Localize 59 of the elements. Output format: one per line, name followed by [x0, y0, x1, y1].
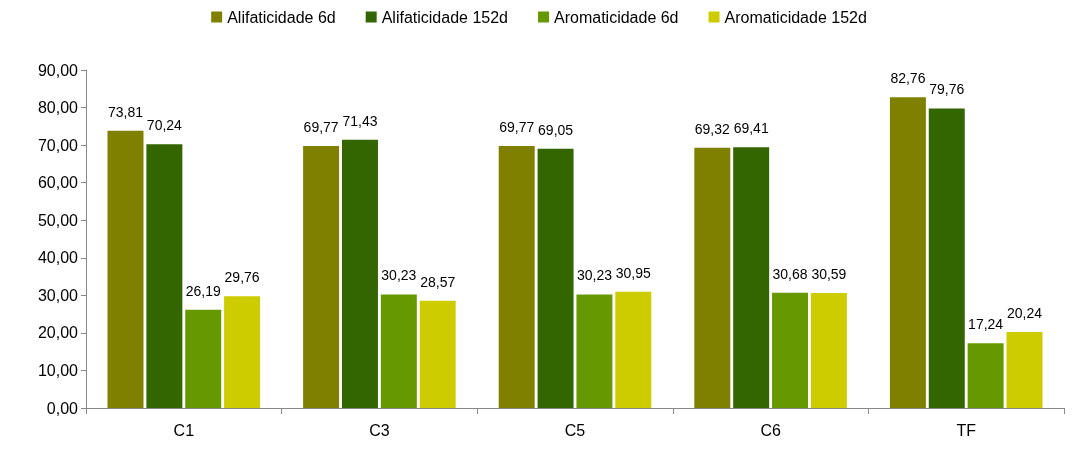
- legend-label: Aromaticidade 6d: [554, 8, 679, 26]
- data-label: 69,32: [694, 120, 731, 137]
- y-tick-label: 0,00: [46, 399, 79, 417]
- y-tick-label: 40,00: [37, 249, 79, 267]
- bar: [498, 145, 535, 408]
- bar: [772, 292, 809, 408]
- y-tick-label: 90,00: [37, 61, 79, 79]
- y-tick-label: 20,00: [37, 324, 79, 342]
- data-label: 17,24: [968, 316, 1004, 333]
- data-label: 30,23: [381, 267, 417, 284]
- x-tick-label: TF: [956, 421, 977, 439]
- data-label: 29,76: [224, 269, 260, 286]
- bar: [419, 300, 456, 408]
- data-label: 30,68: [772, 265, 808, 282]
- data-label: 30,23: [576, 267, 613, 284]
- bar: [146, 144, 183, 408]
- x-tick-label: C3: [369, 421, 390, 439]
- data-label: 79,76: [929, 81, 965, 98]
- x-tick-label: C1: [173, 421, 195, 439]
- legend-label: Alifaticidade 6d: [227, 8, 336, 26]
- bar: [576, 294, 613, 408]
- bar: [185, 309, 222, 408]
- data-label: 69,77: [303, 118, 339, 135]
- data-label: 20,24: [1006, 304, 1043, 321]
- bar: [733, 147, 770, 408]
- x-tick-label: C5: [564, 421, 586, 439]
- data-label: 69,05: [538, 121, 574, 138]
- data-label: 82,76: [890, 70, 926, 87]
- data-label: 70,24: [146, 117, 183, 134]
- y-tick-label: 60,00: [37, 174, 79, 192]
- data-label: 28,57: [420, 273, 456, 290]
- data-label: 30,59: [811, 266, 847, 283]
- bar: [615, 291, 652, 408]
- data-label: 73,81: [107, 103, 144, 120]
- bar: [303, 145, 340, 408]
- y-tick-label: 10,00: [37, 361, 79, 379]
- data-label: 26,19: [185, 282, 221, 299]
- legend-label: Aromaticidade 152d: [724, 8, 867, 26]
- bar: [224, 296, 261, 408]
- bar: [967, 343, 1004, 408]
- y-tick-label: 70,00: [37, 136, 79, 154]
- y-tick-label: 30,00: [37, 286, 79, 304]
- data-label: 69,77: [499, 118, 535, 135]
- bar: [810, 293, 847, 408]
- legend-label: Alifaticidade 152d: [381, 8, 508, 26]
- bar: [694, 147, 731, 408]
- data-label: 30,95: [615, 264, 652, 281]
- bar: [380, 294, 417, 408]
- bar: [1006, 331, 1043, 408]
- bar: [107, 130, 144, 408]
- data-label: 71,43: [342, 112, 378, 129]
- data-label: 69,41: [733, 120, 769, 137]
- x-tick-label: C6: [760, 421, 781, 439]
- bar: [889, 97, 926, 408]
- bar: [537, 148, 574, 408]
- bar: [928, 108, 965, 408]
- y-tick-label: 50,00: [37, 211, 79, 229]
- bar: [341, 139, 378, 408]
- y-tick-label: 80,00: [37, 99, 79, 117]
